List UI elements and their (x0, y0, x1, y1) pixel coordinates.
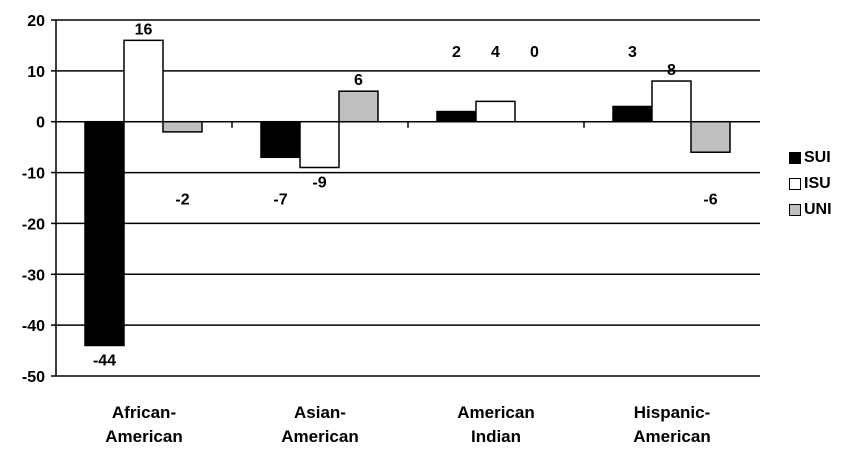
y-tick-label: -20 (22, 216, 45, 233)
legend: SUI ISU UNI (789, 145, 832, 223)
y-tick-label: 10 (27, 64, 45, 81)
y-axis-ticks: -50 -40 -30 -20 -10 0 10 20 (22, 13, 56, 386)
y-tick-label: 20 (27, 13, 45, 30)
legend-swatch-isu (789, 178, 801, 190)
data-label-isu: 8 (667, 62, 676, 79)
legend-item-isu: ISU (789, 171, 832, 197)
bars (84, 39, 731, 347)
data-label-sui: -44 (93, 352, 116, 369)
legend-label-isu: ISU (804, 175, 831, 192)
data-label-uni: -2 (175, 192, 189, 209)
category-label-line: American (633, 427, 710, 446)
legend-item-sui: SUI (789, 145, 832, 171)
bar-isu (475, 100, 516, 123)
data-labels: -44 16 -2 -7 -9 6 2 4 0 3 8 -6 (93, 21, 718, 369)
y-tick-label: -40 (22, 318, 45, 335)
category-label-line: Indian (471, 427, 521, 446)
bar-uni (338, 90, 379, 123)
axes (55, 20, 585, 376)
data-label-sui: 3 (628, 44, 637, 61)
data-label-uni: -6 (703, 192, 717, 209)
category-labels: African- American Asian- American American In… (105, 403, 710, 446)
bar-sui (436, 110, 477, 123)
category-label: African- American (105, 403, 182, 446)
bar-sui (260, 120, 301, 159)
category-label: American Indian (457, 403, 534, 446)
legend-swatch-sui (789, 152, 801, 164)
legend-label-sui: SUI (804, 149, 831, 166)
data-label-sui: -7 (273, 192, 287, 209)
legend-swatch-uni (789, 204, 801, 216)
bar-isu (123, 39, 164, 123)
category-label-line: Asian- (294, 403, 346, 422)
category-label-line: Hispanic- (634, 403, 711, 422)
data-label-isu: 4 (491, 44, 500, 61)
category-label-line: American (457, 403, 534, 422)
category-label-line: African- (112, 403, 176, 422)
category-label: Asian- American (281, 403, 358, 446)
data-label-uni: 6 (354, 72, 363, 89)
bar-isu (651, 80, 692, 123)
data-label-isu: 16 (135, 21, 153, 38)
bar-sui (612, 105, 653, 123)
category-label: Hispanic- American (633, 403, 710, 446)
y-tick-label: -30 (22, 267, 45, 284)
data-label-sui: 2 (452, 44, 461, 61)
bar-sui (84, 120, 125, 347)
category-label-line: American (281, 427, 358, 446)
bar-isu (299, 120, 340, 169)
data-label-isu: -9 (312, 174, 326, 191)
y-tick-label: -10 (22, 166, 45, 183)
data-label-uni: 0 (530, 44, 539, 61)
y-tick-label: -50 (22, 369, 45, 386)
legend-item-uni: UNI (789, 197, 832, 223)
bar-uni (162, 120, 203, 133)
category-label-line: American (105, 427, 182, 446)
bar-uni (690, 120, 731, 153)
y-tick-label: 0 (36, 115, 45, 132)
legend-label-uni: UNI (804, 201, 832, 218)
